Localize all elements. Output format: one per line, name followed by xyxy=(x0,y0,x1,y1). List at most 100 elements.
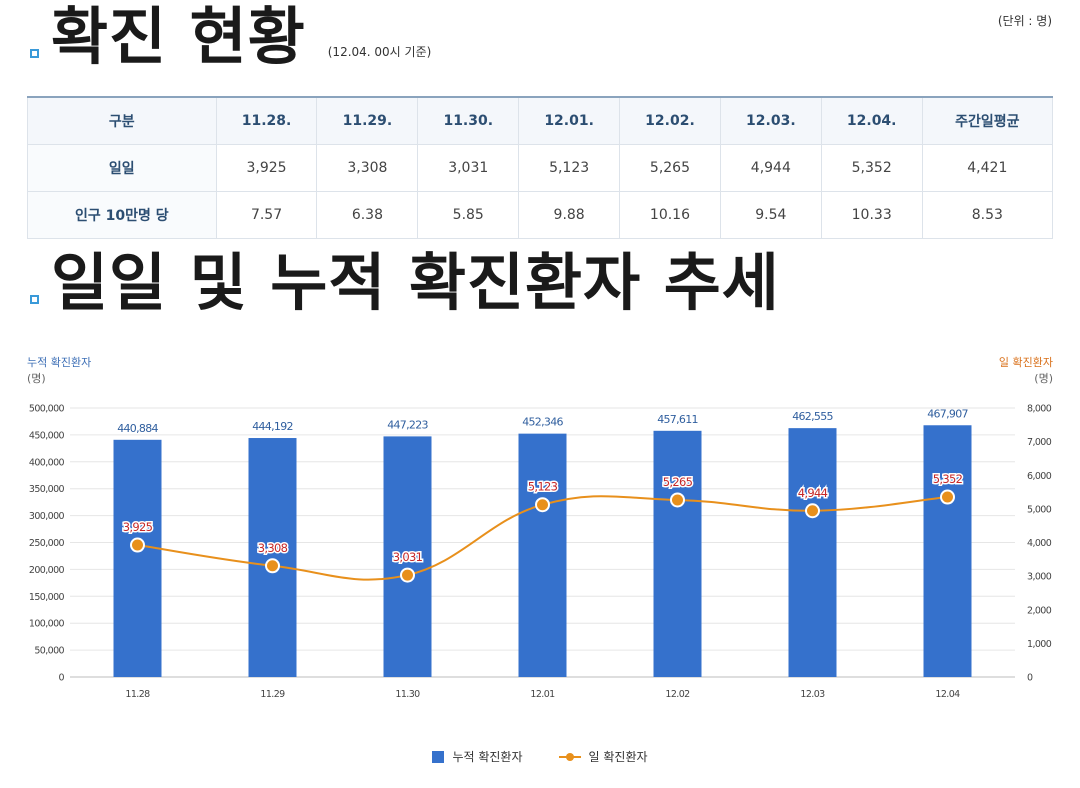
legend-item-daily: 일 확진환자 xyxy=(558,748,648,765)
left-tick-label: 350,000 xyxy=(29,484,65,495)
table-cell: 3,031 xyxy=(417,144,520,192)
left-tick-label: 200,000 xyxy=(29,565,65,576)
right-tick-label: 5,000 xyxy=(1027,504,1052,515)
right-tick-label: 3,000 xyxy=(1027,572,1052,583)
header-cell: 구분 xyxy=(27,96,217,145)
trend-title: 일일 및 누적 확진환자 추세 xyxy=(51,246,780,319)
right-axis-title: 일 확진환자 xyxy=(999,355,1053,369)
unit-label: (단위 : 명) xyxy=(997,14,1052,28)
bar-data-label: 462,555 xyxy=(792,410,833,423)
bar-cumulative xyxy=(923,425,972,677)
x-tick-label: 12.01 xyxy=(530,689,555,700)
table-cell: 6.38 xyxy=(316,191,419,239)
table-cell: 4,421 xyxy=(922,144,1054,192)
header-cell: 11.28. xyxy=(216,96,318,145)
bar-data-label: 444,192 xyxy=(252,420,293,433)
table-cell: 3,925 xyxy=(216,144,318,192)
bar-cumulative xyxy=(113,439,162,677)
table-header-row: 구분 11.28. 11.29. 11.30. 12.01. 12.02. 12… xyxy=(27,96,1054,145)
bar-cumulative xyxy=(383,436,432,677)
left-axis-title: 누적 확진환자 xyxy=(27,356,91,369)
line-data-label: 5,265 xyxy=(663,475,693,489)
table-cell: 4,944 xyxy=(720,144,822,192)
line-point-daily xyxy=(400,567,415,583)
line-data-label: 3,031 xyxy=(393,550,423,564)
bar-cumulative xyxy=(788,428,837,677)
right-tick-label: 1,000 xyxy=(1027,639,1052,650)
trend-chart: 누적 확진환자 (명) 일 확진환자 (명) 0 50,000 100,000 150,000… xyxy=(27,355,1053,700)
table-cell: 9.88 xyxy=(518,191,621,239)
line-point-daily xyxy=(535,497,550,513)
right-tick-label: 7,000 xyxy=(1027,437,1052,448)
left-tick-label: 0 xyxy=(59,673,65,684)
table-cell: 10.33 xyxy=(821,191,923,239)
bar-cumulative xyxy=(518,433,567,677)
header-cell: 12.02. xyxy=(619,96,721,145)
header-cell: 11.30. xyxy=(417,96,520,145)
section-title-status: 확진 현황 (12.04. 00시 기준) xyxy=(30,6,431,68)
status-table: 구분 11.28. 11.29. 11.30. 12.01. 12.02. 12… xyxy=(27,96,1054,239)
table-cell: 5,265 xyxy=(619,144,721,192)
line-point-daily xyxy=(130,537,145,553)
table-cell: 5.85 xyxy=(417,191,520,239)
header-cell: 12.01. xyxy=(518,96,621,145)
x-tick-label: 11.28 xyxy=(125,689,150,700)
table-cell: 10.16 xyxy=(619,191,721,239)
row-label: 인구 10만명 당 xyxy=(27,191,217,239)
right-tick-label: 2,000 xyxy=(1027,605,1052,616)
bar-data-label: 440,884 xyxy=(117,422,158,435)
left-tick-label: 150,000 xyxy=(29,592,65,603)
line-point-daily xyxy=(940,489,955,505)
section-title-trend: 일일 및 누적 확진환자 추세 xyxy=(30,252,780,314)
line-point-daily xyxy=(670,492,685,508)
x-tick-label: 12.04 xyxy=(935,689,960,700)
bar-cumulative xyxy=(248,438,297,677)
x-tick-label: 11.29 xyxy=(260,689,285,700)
legend-bar-swatch xyxy=(432,750,445,763)
table-cell: 9.54 xyxy=(720,191,822,239)
left-tick-label: 250,000 xyxy=(29,538,65,549)
table-cell: 7.57 xyxy=(216,191,318,239)
basis-time: (12.04. 00시 기준) xyxy=(327,45,432,59)
bar-data-label: 452,346 xyxy=(522,416,563,429)
left-tick-label: 450,000 xyxy=(29,430,65,441)
table-row: 인구 10만명 당 7.57 6.38 5.85 9.88 10.16 9.54… xyxy=(27,191,1054,239)
legend-item-cumulative: 누적 확진환자 xyxy=(432,748,523,765)
bar-data-label: 457,611 xyxy=(657,413,698,426)
left-tick-label: 50,000 xyxy=(34,646,64,657)
legend-line-swatch xyxy=(558,751,581,763)
table-cell: 8.53 xyxy=(922,191,1054,239)
line-data-label: 3,925 xyxy=(123,520,153,534)
left-tick-label: 400,000 xyxy=(29,457,65,468)
header-cell: 12.04. xyxy=(821,96,923,145)
table-row: 일일 3,925 3,308 3,031 5,123 5,265 4,944 5… xyxy=(27,144,1054,192)
legend-label: 일 확진환자 xyxy=(588,750,648,764)
header-cell: 주간일평균 xyxy=(922,96,1054,145)
left-axis-unit: (명) xyxy=(27,372,46,385)
line-data-label: 5,352 xyxy=(933,472,963,486)
right-tick-label: 8,000 xyxy=(1027,404,1052,415)
chart-legend: 누적 확진환자 일 확진환자 xyxy=(0,748,1080,765)
table-cell: 3,308 xyxy=(316,144,419,192)
bar-data-label: 447,223 xyxy=(387,418,428,431)
x-tick-label: 12.03 xyxy=(800,689,825,700)
line-point-daily xyxy=(805,503,820,519)
header-cell: 12.03. xyxy=(720,96,822,145)
line-data-label: 3,308 xyxy=(258,541,288,555)
left-tick-label: 300,000 xyxy=(29,511,65,522)
legend-label: 누적 확진환자 xyxy=(452,750,523,764)
line-point-daily xyxy=(265,558,280,574)
bar-cumulative xyxy=(653,430,702,677)
x-tick-label: 11.30 xyxy=(395,689,420,700)
header-cell: 11.29. xyxy=(316,96,419,145)
left-tick-label: 500,000 xyxy=(29,404,65,415)
square-bullet-icon xyxy=(30,49,39,58)
right-axis-unit: (명) xyxy=(1034,372,1053,385)
right-tick-label: 4,000 xyxy=(1027,538,1052,549)
left-tick-label: 100,000 xyxy=(29,619,65,630)
right-tick-label: 0 xyxy=(1027,673,1033,684)
table-cell: 5,352 xyxy=(821,144,923,192)
status-title: 확진 현황 xyxy=(51,0,306,73)
square-bullet-icon xyxy=(30,295,39,304)
x-tick-label: 12.02 xyxy=(665,689,690,700)
